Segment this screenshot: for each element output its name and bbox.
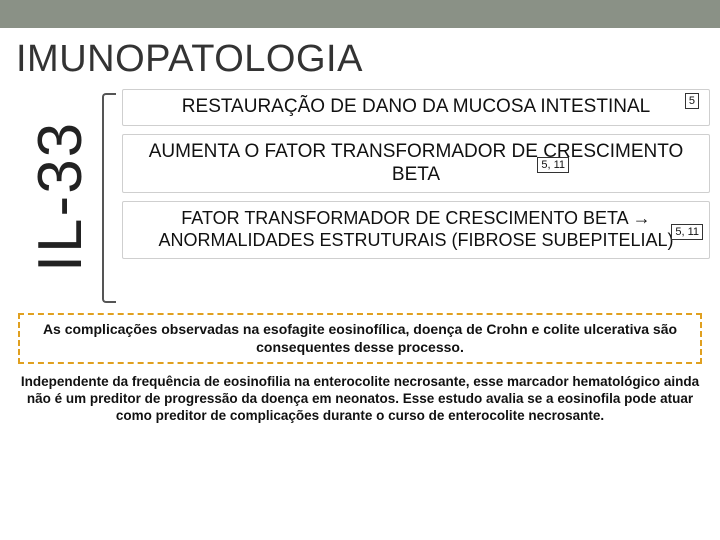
brace-divider	[102, 93, 116, 303]
ref-badge-2: 5, 11	[537, 157, 569, 173]
ref-badge-1: 5	[685, 93, 699, 109]
side-label-container: IL-33	[16, 89, 106, 303]
info-box-2: AUMENTA O FATOR TRANSFORMADOR DE CRESCIM…	[122, 134, 710, 194]
info-box-1-text: RESTAURAÇÃO DE DANO DA MUCOSA INTESTINAL	[182, 96, 650, 117]
ref-badge-3: 5, 11	[671, 224, 703, 240]
info-box-1: RESTAURAÇÃO DE DANO DA MUCOSA INTESTINAL…	[122, 89, 710, 126]
info-box-3-text: FATOR TRANSFORMADOR DE CRESCIMENTO BETA …	[158, 208, 673, 250]
main-content: IL-33 RESTAURAÇÃO DE DANO DA MUCOSA INTE…	[0, 89, 720, 303]
dashed-note: As complicações observadas na esofagite …	[18, 313, 702, 364]
top-bar	[0, 0, 720, 28]
il33-label: IL-33	[26, 120, 97, 271]
info-box-2-text: AUMENTA O FATOR TRANSFORMADOR DE CRESCIM…	[149, 141, 684, 185]
info-box-3: FATOR TRANSFORMADOR DE CRESCIMENTO BETA …	[122, 201, 710, 258]
bottom-note: Independente da frequência de eosinofili…	[18, 374, 702, 425]
page-title: IMUNOPATOLOGIA	[0, 28, 720, 89]
boxes-column: RESTAURAÇÃO DE DANO DA MUCOSA INTESTINAL…	[122, 89, 710, 303]
